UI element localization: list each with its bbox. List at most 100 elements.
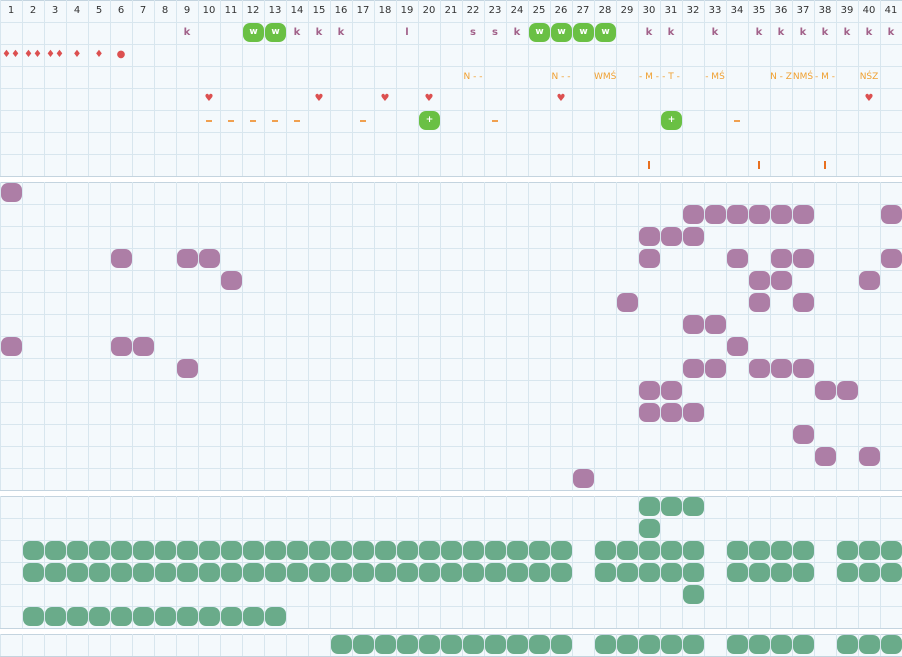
bottom-sage-blob[interactable] [485, 635, 506, 654]
plum-cell-blob[interactable] [683, 315, 704, 334]
sage-cell-blob[interactable] [331, 563, 352, 582]
plum-cell-blob[interactable] [683, 205, 704, 224]
plum-cell-blob[interactable] [177, 359, 198, 378]
bottom-sage-blob[interactable] [507, 635, 528, 654]
plum-cell-blob[interactable] [749, 205, 770, 224]
bottom-sage-blob[interactable] [441, 635, 462, 654]
plum-cell-blob[interactable] [683, 359, 704, 378]
sage-cell-blob[interactable] [529, 541, 550, 560]
heart-icon[interactable]: ♥ [314, 93, 324, 104]
plum-cell-blob[interactable] [1, 337, 22, 356]
plum-cell-blob[interactable] [793, 205, 814, 224]
sage-cell-blob[interactable] [221, 607, 242, 626]
heart-icon[interactable]: ♥ [204, 93, 214, 104]
sage-cell-blob[interactable] [375, 563, 396, 582]
bottom-sage-blob[interactable] [727, 635, 748, 654]
plum-cell-blob[interactable] [793, 293, 814, 312]
sage-cell-blob[interactable] [661, 497, 682, 516]
bottom-sage-blob[interactable] [771, 635, 792, 654]
status-w-marker[interactable]: w [243, 23, 264, 42]
sage-cell-blob[interactable] [177, 563, 198, 582]
bottom-sage-blob[interactable] [463, 635, 484, 654]
sage-cell-blob[interactable] [727, 563, 748, 582]
drop-icon[interactable]: ♦ [94, 49, 104, 60]
sage-cell-blob[interactable] [45, 541, 66, 560]
heart-icon[interactable]: ♥ [424, 93, 434, 104]
plum-cell-blob[interactable] [661, 227, 682, 246]
sage-cell-blob[interactable] [199, 541, 220, 560]
sage-cell-blob[interactable] [507, 563, 528, 582]
sage-cell-blob[interactable] [199, 607, 220, 626]
sage-cell-blob[interactable] [309, 563, 330, 582]
status-letter-marker[interactable]: s [470, 27, 476, 38]
status-letter-marker[interactable]: k [183, 27, 191, 38]
bottom-sage-blob[interactable] [595, 635, 616, 654]
sage-cell-blob[interactable] [397, 541, 418, 560]
plum-cell-blob[interactable] [111, 249, 132, 268]
sage-cell-blob[interactable] [639, 563, 660, 582]
status-letter-marker[interactable]: k [821, 27, 829, 38]
sage-cell-blob[interactable] [353, 541, 374, 560]
plum-cell-blob[interactable] [771, 271, 792, 290]
bottom-sage-blob[interactable] [749, 635, 770, 654]
sage-cell-blob[interactable] [441, 541, 462, 560]
sage-cell-blob[interactable] [133, 607, 154, 626]
plum-cell-blob[interactable] [661, 381, 682, 400]
sage-cell-blob[interactable] [617, 541, 638, 560]
sage-cell-blob[interactable] [683, 563, 704, 582]
sage-cell-blob[interactable] [23, 607, 44, 626]
sage-cell-blob[interactable] [155, 563, 176, 582]
status-letter-marker[interactable]: k [755, 27, 763, 38]
dash-marker[interactable] [360, 120, 366, 122]
status-letter-marker[interactable]: k [667, 27, 675, 38]
status-letter-marker[interactable]: s [492, 27, 498, 38]
plum-cell-blob[interactable] [573, 469, 594, 488]
plum-cell-blob[interactable] [727, 205, 748, 224]
sage-cell-blob[interactable] [67, 563, 88, 582]
sage-cell-blob[interactable] [221, 563, 242, 582]
sage-cell-blob[interactable] [133, 541, 154, 560]
sage-cell-blob[interactable] [177, 541, 198, 560]
plum-cell-blob[interactable] [749, 293, 770, 312]
sage-cell-blob[interactable] [639, 541, 660, 560]
sage-cell-blob[interactable] [881, 563, 902, 582]
plum-cell-blob[interactable] [749, 271, 770, 290]
dash-marker[interactable] [734, 120, 740, 122]
plum-cell-blob[interactable] [1, 183, 22, 202]
status-w-marker[interactable]: w [265, 23, 286, 42]
sage-cell-blob[interactable] [463, 541, 484, 560]
dash-marker[interactable] [228, 120, 234, 122]
dash-marker[interactable] [492, 120, 498, 122]
bottom-sage-blob[interactable] [551, 635, 572, 654]
plum-cell-blob[interactable] [221, 271, 242, 290]
heart-icon[interactable]: ♥ [380, 93, 390, 104]
plum-cell-blob[interactable] [793, 359, 814, 378]
sage-cell-blob[interactable] [133, 563, 154, 582]
plum-cell-blob[interactable] [661, 403, 682, 422]
status-letter-marker[interactable]: k [799, 27, 807, 38]
sage-cell-blob[interactable] [551, 541, 572, 560]
bottom-sage-blob[interactable] [617, 635, 638, 654]
sage-cell-blob[interactable] [771, 541, 792, 560]
plum-cell-blob[interactable] [617, 293, 638, 312]
sage-cell-blob[interactable] [639, 519, 660, 538]
bottom-sage-blob[interactable] [881, 635, 902, 654]
status-letter-marker[interactable]: k [711, 27, 719, 38]
dash-marker[interactable] [294, 120, 300, 122]
dash-marker[interactable] [206, 120, 212, 122]
tick-marker[interactable] [824, 161, 826, 169]
sage-cell-blob[interactable] [375, 541, 396, 560]
sage-cell-blob[interactable] [45, 607, 66, 626]
plum-cell-blob[interactable] [705, 315, 726, 334]
sage-cell-blob[interactable] [353, 563, 374, 582]
status-w-marker[interactable]: w [551, 23, 572, 42]
status-letter-marker[interactable]: k [887, 27, 895, 38]
status-letter-marker[interactable]: k [315, 27, 323, 38]
sage-cell-blob[interactable] [265, 563, 286, 582]
status-letter-marker[interactable]: k [865, 27, 873, 38]
bottom-sage-blob[interactable] [353, 635, 374, 654]
sage-cell-blob[interactable] [881, 541, 902, 560]
sage-cell-blob[interactable] [837, 563, 858, 582]
plum-cell-blob[interactable] [793, 425, 814, 444]
sage-cell-blob[interactable] [793, 541, 814, 560]
